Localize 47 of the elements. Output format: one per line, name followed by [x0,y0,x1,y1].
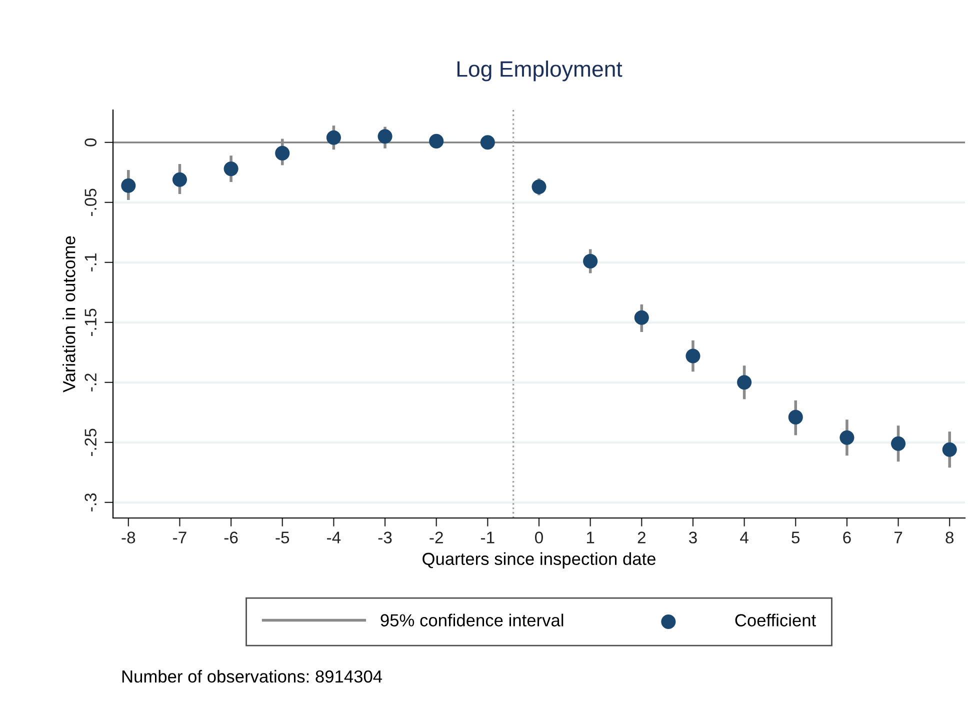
x-tick-label: -7 [173,532,186,544]
y-tick-label: -.05 [84,188,97,216]
y-tick-label: -.15 [84,308,97,336]
x-tick-label: 0 [535,532,543,544]
text: Coefficient [735,614,816,626]
point [224,162,238,176]
y-tick-label: -.2 [84,374,96,392]
point [326,130,341,145]
x-tick-label: 2 [638,532,646,544]
y-tick-label: -.1 [84,253,96,272]
point [532,180,546,194]
point [480,135,495,150]
x-tick-label: 6 [843,532,851,544]
x-tick-label: -2 [430,532,443,544]
x-tick-label: -3 [378,532,392,544]
point [890,436,906,451]
x-tick-label: -5 [276,532,290,544]
chart-title: Log Employment [457,60,622,82]
point [275,146,290,160]
point [686,348,700,364]
point [378,129,392,144]
x-tick-label: -8 [122,532,136,544]
point [840,430,854,445]
y-tick-label: -.25 [84,428,97,456]
x-tick-label: -1 [481,532,494,544]
x-tick-label: 7 [894,532,902,544]
point [788,410,803,424]
point [429,134,444,148]
x-tick-label: -4 [327,532,341,544]
x-tick-label: 1 [586,532,594,544]
point [172,172,188,187]
x-tick-label: 4 [740,532,748,544]
point [121,178,136,193]
point [634,310,649,325]
text: 95% confidence interval [380,614,564,626]
point [737,375,752,390]
x-tick-label: 8 [946,532,954,544]
x-tick-label: 3 [688,532,697,544]
point [583,254,598,268]
x-axis-title: Quarters since inspection date [422,552,656,568]
x-tick-label: 5 [792,532,800,544]
text: Number of observations: 8914304 [122,670,382,683]
y-tick-label: 0 [84,138,97,146]
y-tick-label: -.3 [84,493,97,512]
x-tick-label: -6 [224,532,238,544]
y-axis-title: Variation in outcome [62,236,76,392]
point [942,442,957,457]
